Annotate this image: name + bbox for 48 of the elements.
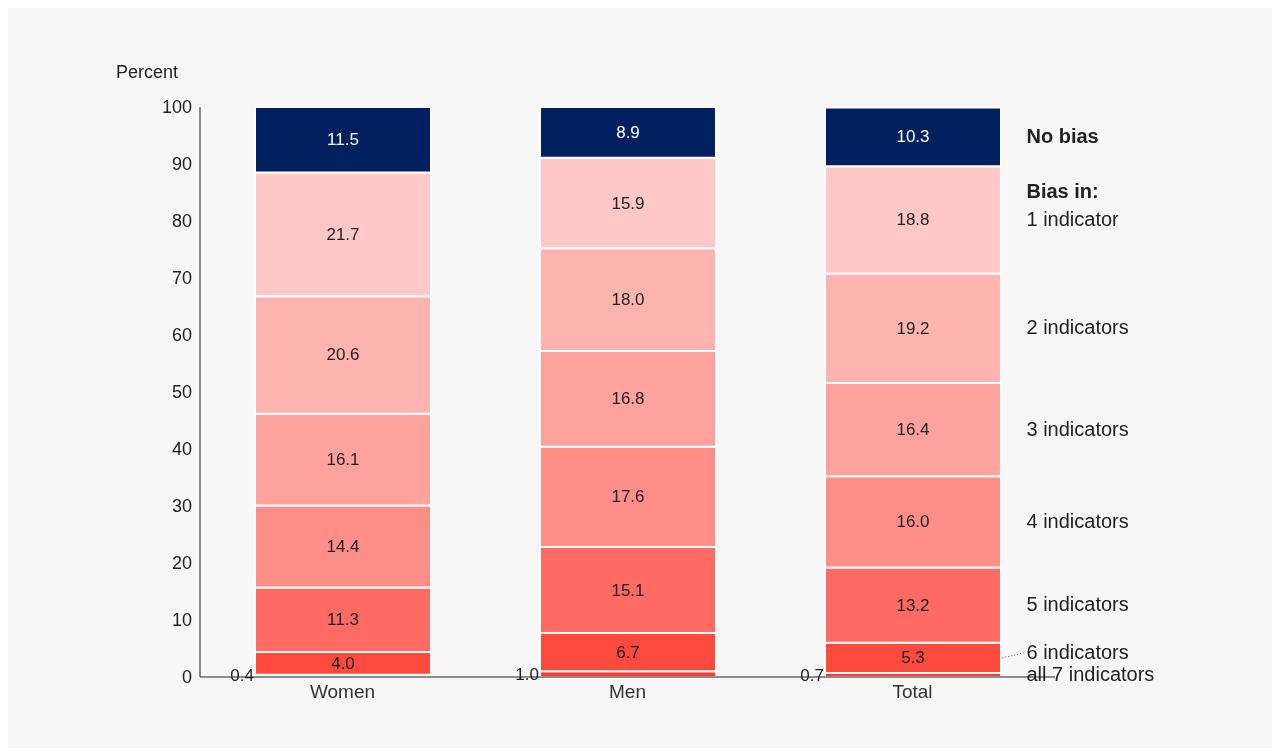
legend-title: Bias in: bbox=[1026, 179, 1099, 202]
data-label: 0.4 bbox=[230, 666, 254, 686]
data-label: 18.0 bbox=[611, 290, 645, 310]
series-label: all 7 indicators bbox=[1026, 663, 1155, 686]
data-label: 15.1 bbox=[611, 580, 645, 600]
series-label: 6 indicators bbox=[1026, 641, 1129, 664]
data-label: 21.7 bbox=[326, 224, 360, 244]
y-tick-label: 20 bbox=[171, 553, 192, 574]
data-label: 6.7 bbox=[616, 642, 640, 662]
data-label: 16.1 bbox=[326, 450, 360, 470]
y-axis-title: Percent bbox=[116, 62, 179, 83]
data-label: 5.3 bbox=[901, 648, 925, 668]
data-label: 13.2 bbox=[896, 595, 930, 615]
series-label: 5 indicators bbox=[1026, 593, 1129, 616]
y-tick-label: 50 bbox=[171, 382, 192, 403]
data-label: 8.9 bbox=[616, 122, 640, 142]
data-label: 11.5 bbox=[327, 130, 359, 150]
series-label: No bias bbox=[1026, 124, 1099, 147]
y-tick-label: 0 bbox=[181, 667, 192, 688]
series-label: 1 indicator bbox=[1026, 207, 1120, 230]
x-tick-label: Women bbox=[309, 681, 376, 703]
data-label: 11.3 bbox=[327, 610, 359, 630]
data-label: 19.2 bbox=[896, 318, 930, 338]
data-label: 16.0 bbox=[896, 512, 930, 532]
series-label: 3 indicators bbox=[1026, 417, 1129, 440]
data-label: 14.4 bbox=[326, 536, 360, 556]
data-label: 17.6 bbox=[611, 487, 645, 507]
data-label: 0.7 bbox=[800, 665, 824, 685]
y-tick-label: 100 bbox=[161, 97, 192, 118]
y-tick-label: 90 bbox=[171, 154, 192, 175]
y-tick-label: 40 bbox=[171, 439, 192, 460]
data-label: 10.3 bbox=[896, 127, 930, 147]
y-tick-label: 30 bbox=[171, 496, 192, 517]
x-tick-label: Total bbox=[892, 681, 933, 703]
data-label: 16.8 bbox=[611, 389, 645, 409]
data-label: 20.6 bbox=[326, 345, 360, 365]
y-tick-label: 80 bbox=[171, 211, 192, 232]
data-label: 4.0 bbox=[331, 653, 355, 673]
data-label: 16.4 bbox=[896, 420, 930, 440]
data-label: 1.0 bbox=[515, 664, 539, 684]
y-tick-label: 60 bbox=[171, 325, 192, 346]
series-label: 4 indicators bbox=[1026, 509, 1129, 532]
x-tick-label: Men bbox=[609, 681, 646, 703]
y-tick-label: 10 bbox=[171, 610, 192, 631]
data-label: 15.9 bbox=[611, 193, 645, 213]
y-tick-label: 70 bbox=[171, 268, 192, 289]
series-label: 2 indicators bbox=[1026, 316, 1129, 339]
data-label: 18.8 bbox=[896, 210, 930, 230]
